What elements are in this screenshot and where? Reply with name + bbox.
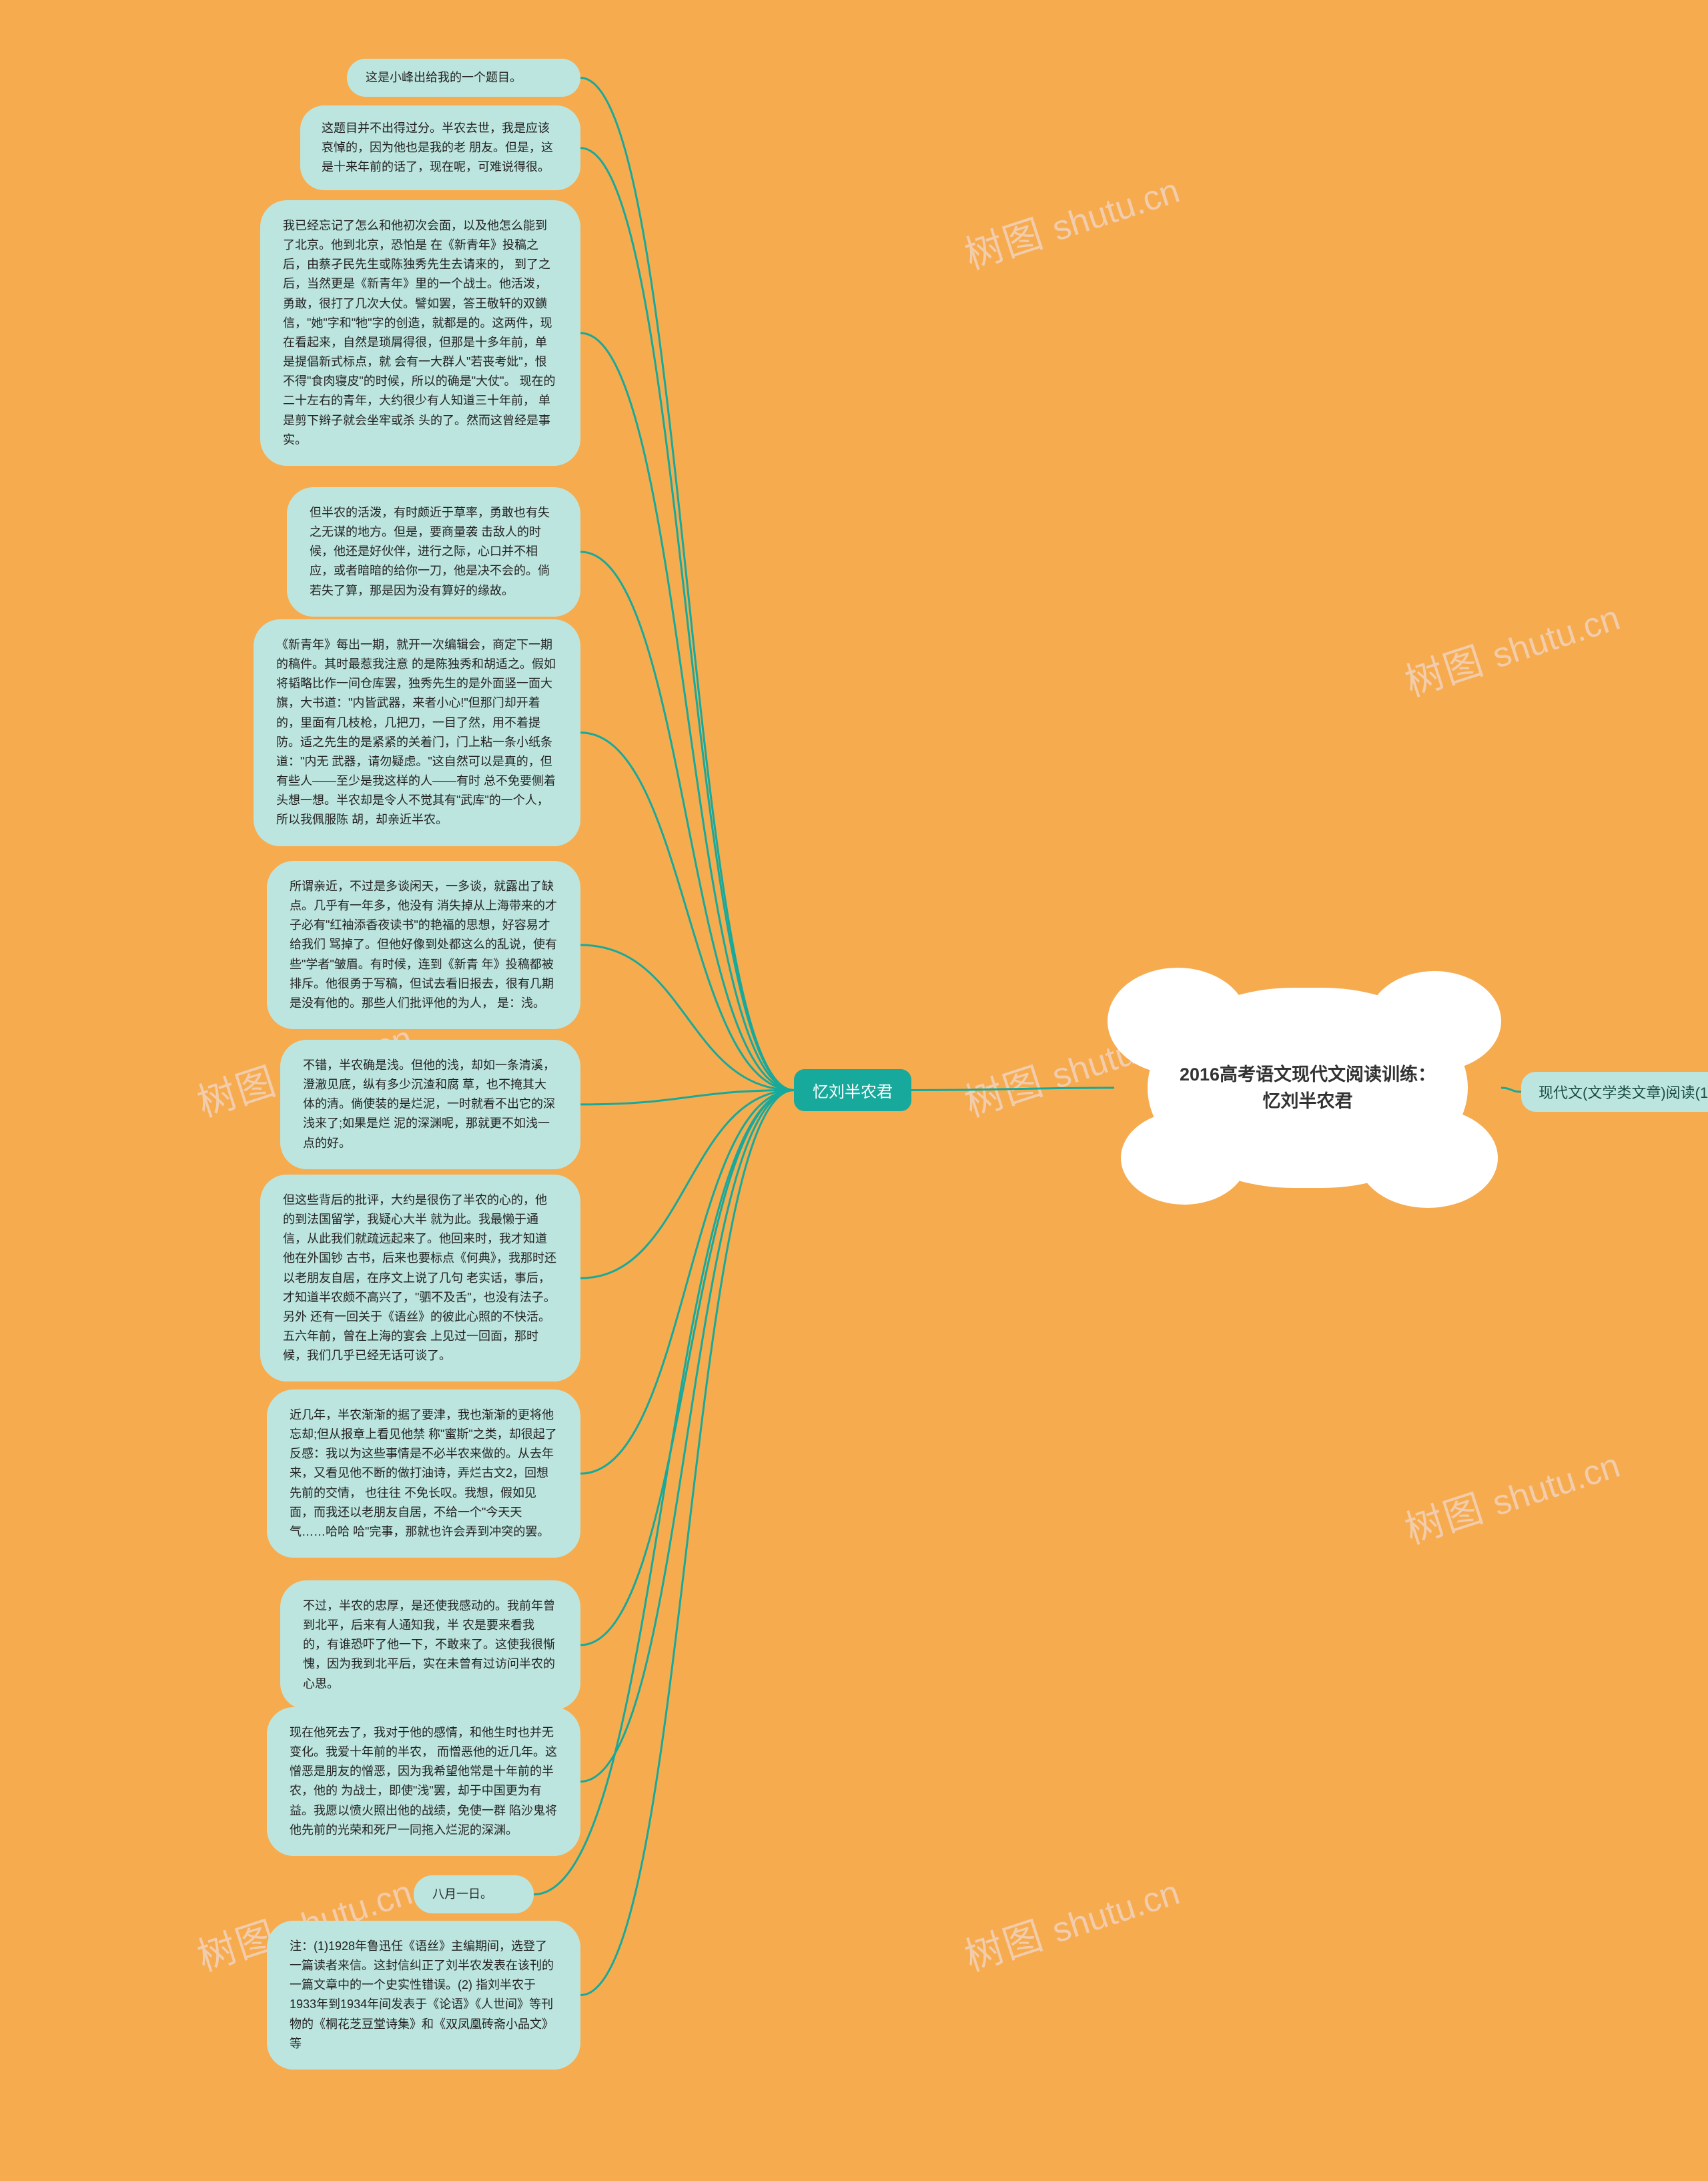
content-bubble[interactable]: 近几年，半农渐渐的据了要津，我也渐渐的更将他忘却;但从报章上看见他禁 称"蜜斯"… (267, 1389, 580, 1558)
content-bubble[interactable]: 但这些背后的批评，大约是很伤了半农的心的，他的到法国留学，我疑心大半 就为此。我… (260, 1175, 580, 1381)
watermark: 树图 shutu.cn (959, 1869, 1184, 1979)
bubble-text: 这题目并不出得过分。半农去世，我是应该哀悼的，因为他也是我的老 朋友。但是，这是… (322, 121, 553, 174)
bubble-text: 现在他死去了，我对于他的感情，和他生时也并无变化。我爱十年前的半农， 而憎恶他的… (290, 1726, 557, 1837)
content-bubble[interactable]: 《新青年》每出一期，就开一次编辑会，商定下一期的稿件。其时最惹我注意 的是陈独秀… (254, 619, 580, 846)
content-bubble[interactable]: 这题目并不出得过分。半农去世，我是应该哀悼的，因为他也是我的老 朋友。但是，这是… (300, 105, 580, 190)
content-bubble[interactable]: 这是小峰出给我的一个题目。 (347, 59, 580, 97)
root-title: 2016高考语文现代文阅读训练：忆刘半农君 (1174, 1061, 1441, 1115)
bubble-text: 八月一日。 (432, 1887, 492, 1901)
bubble-text: 《新青年》每出一期，就开一次编辑会，商定下一期的稿件。其时最惹我注意 的是陈独秀… (276, 638, 556, 826)
section-node[interactable]: 忆刘半农君 (794, 1069, 911, 1111)
bubble-text: 不过，半农的忠厚，是还使我感动的。我前年曾到北平，后来有人通知我，半 农是要来看… (303, 1599, 555, 1690)
bubble-text: 不错，半农确是浅。但他的浅，却如一条清溪，澄澈见底，纵有多少沉渣和腐 草，也不掩… (303, 1058, 555, 1150)
right-leaf-label: 现代文(文学类文章)阅读(17分) (1539, 1084, 1708, 1101)
bubble-text: 但半农的活泼，有时颇近于草率，勇敢也有失之无谋的地方。但是，要商量袭 击敌人的时… (310, 506, 550, 597)
bubble-text: 但这些背后的批评，大约是很伤了半农的心的，他的到法国留学，我疑心大半 就为此。我… (283, 1193, 556, 1362)
content-bubble[interactable]: 注：(1)1928年鲁迅任《语丝》主编期间，选登了一篇读者来信。这封信纠正了刘半… (267, 1921, 580, 2070)
section-label: 忆刘半农君 (813, 1083, 893, 1101)
content-bubble[interactable]: 但半农的活泼，有时颇近于草率，勇敢也有失之无谋的地方。但是，要商量袭 击敌人的时… (287, 487, 580, 617)
right-leaf-node[interactable]: 现代文(文学类文章)阅读(17分) (1521, 1072, 1708, 1112)
root-node[interactable]: 2016高考语文现代文阅读训练：忆刘半农君 (1148, 988, 1468, 1188)
bubble-text: 我已经忘记了怎么和他初次会面，以及他怎么能到了北京。他到北京，恐怕是 在《新青年… (283, 219, 556, 446)
watermark: 树图 shutu.cn (1400, 1442, 1625, 1552)
watermark: 树图 shutu.cn (1400, 594, 1625, 705)
bubble-text: 注：(1)1928年鲁迅任《语丝》主编期间，选登了一篇读者来信。这封信纠正了刘半… (290, 1939, 554, 2050)
content-bubble[interactable]: 不过，半农的忠厚，是还使我感动的。我前年曾到北平，后来有人通知我，半 农是要来看… (280, 1580, 580, 1710)
mindmap-canvas: 树图 shutu.cn 树图 shutu.cn 树图 shutu.cn 树图 shut… (0, 0, 1708, 2181)
bubble-text: 所谓亲近，不过是多谈闲天，一多谈，就露出了缺点。几乎有一年多，他没有 消失掉从上… (290, 880, 557, 1010)
bubble-text: 近几年，半农渐渐的据了要津，我也渐渐的更将他忘却;但从报章上看见他禁 称"蜜斯"… (290, 1408, 557, 1538)
content-bubble[interactable]: 不错，半农确是浅。但他的浅，却如一条清溪，澄澈见底，纵有多少沉渣和腐 草，也不掩… (280, 1040, 580, 1169)
content-bubble[interactable]: 我已经忘记了怎么和他初次会面，以及他怎么能到了北京。他到北京，恐怕是 在《新青年… (260, 200, 580, 466)
content-bubble[interactable]: 八月一日。 (414, 1875, 534, 1913)
watermark: 树图 shutu.cn (959, 167, 1184, 278)
bubble-text: 这是小峰出给我的一个题目。 (366, 71, 522, 84)
content-bubble[interactable]: 现在他死去了，我对于他的感情，和他生时也并无变化。我爱十年前的半农， 而憎恶他的… (267, 1707, 580, 1856)
content-bubble[interactable]: 所谓亲近，不过是多谈闲天，一多谈，就露出了缺点。几乎有一年多，他没有 消失掉从上… (267, 861, 580, 1029)
